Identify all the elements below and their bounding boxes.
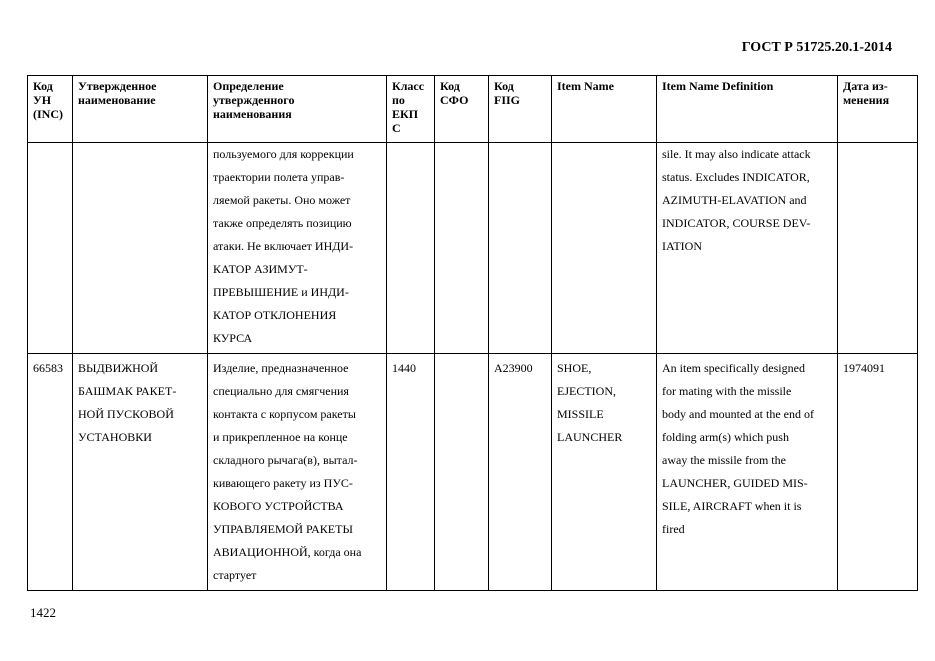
header-line: УН bbox=[33, 93, 52, 107]
cell-sfo-code bbox=[434, 353, 489, 591]
cell-item-name: SHOE, EJECTION, MISSILE LAUNCHER bbox=[551, 353, 657, 591]
cell-line: status. Excludes INDICATOR, bbox=[662, 170, 810, 184]
header-line: наименование bbox=[78, 93, 156, 107]
cell-line: LAUNCHER bbox=[557, 430, 623, 444]
cell-line: sile. It may also indicate attack bbox=[662, 147, 811, 161]
column-header-item-name: Item Name bbox=[551, 75, 657, 143]
header-line: Утвержденное bbox=[78, 79, 157, 93]
cell-line: Изделие, предназначенное bbox=[213, 361, 349, 375]
cell-line: EJECTION, bbox=[557, 384, 616, 398]
header-line: менения bbox=[843, 93, 890, 107]
cell-line: специально для смягчения bbox=[213, 384, 349, 398]
cell-line: кивающего ракету из ПУС- bbox=[213, 476, 353, 490]
cell-line: 66583 bbox=[33, 361, 63, 375]
header-line: Item Name bbox=[557, 79, 614, 93]
cell-inc-code: 66583 bbox=[27, 353, 73, 591]
cell-line: AZIMUTH-ELAVATION and bbox=[662, 193, 807, 207]
cell-line: fired bbox=[662, 522, 685, 536]
header-line: Код bbox=[440, 79, 460, 93]
cell-line: A23900 bbox=[494, 361, 533, 375]
cell-line: атаки. Не включает ИНДИ- bbox=[213, 239, 354, 253]
cell-line: LAUNCHER, GUIDED MIS- bbox=[662, 476, 808, 490]
cell-line: for mating with the missile bbox=[662, 384, 792, 398]
cell-line: body and mounted at the end of bbox=[662, 407, 814, 421]
cell-line: away the missile from the bbox=[662, 453, 786, 467]
header-line: ЕКП bbox=[392, 107, 419, 121]
header-line: Код bbox=[494, 79, 514, 93]
cell-line: УСТАНОВКИ bbox=[78, 430, 152, 444]
cell-line: и прикрепленное на конце bbox=[213, 430, 348, 444]
cell-line: 1974091 bbox=[843, 361, 885, 375]
header-line: утвержденного bbox=[213, 93, 295, 107]
catalog-table: Код УН (INC) Утвержденное наименование Опреде… bbox=[27, 75, 918, 591]
column-header-item-name-definition: Item Name Definition bbox=[656, 75, 838, 143]
cell-item-name-definition: sile. It may also indicate attack status.… bbox=[656, 142, 838, 354]
cell-fiig-code bbox=[488, 142, 552, 354]
column-header-class: Класс по ЕКП С bbox=[386, 75, 435, 143]
header-line: Дата из- bbox=[843, 79, 888, 93]
column-header-change-date: Дата из-менения bbox=[837, 75, 918, 143]
header-row: Код УН (INC) Утвержденное наименование Опреде… bbox=[27, 75, 918, 143]
column-header-fiig-code: Код FIIG bbox=[488, 75, 552, 143]
cell-line: также определять позицию bbox=[213, 216, 352, 230]
cell-line: НОЙ ПУСКОВОЙ bbox=[78, 407, 174, 421]
cell-definition: Изделие, предназначенное специально для с… bbox=[207, 353, 387, 591]
page-number: 1422 bbox=[30, 605, 56, 620]
cell-line: складного рычага(в), вытал- bbox=[213, 453, 358, 467]
document-id: ГОСТ Р 51725.20.1-2014 bbox=[741, 40, 892, 55]
cell-class: 1440 bbox=[386, 353, 435, 591]
column-header-sfo-code: Код СФО bbox=[434, 75, 489, 143]
cell-line: КУРСА bbox=[213, 331, 253, 345]
cell-fiig-code: A23900 bbox=[488, 353, 552, 591]
column-header-inc-code: Код УН (INC) bbox=[27, 75, 73, 143]
cell-line: контакта с корпусом ракеты bbox=[213, 407, 356, 421]
cell-sfo-code bbox=[434, 142, 489, 354]
header-line: Определение bbox=[213, 79, 284, 93]
cell-line: 1440 bbox=[392, 361, 416, 375]
cell-line: пользуемого для коррекции bbox=[213, 147, 354, 161]
cell-line: КАТОР ОТКЛОНЕНИЯ bbox=[213, 308, 337, 322]
table-row: 66583 ВЫДВИЖНОЙ БАШМАК РАКЕТ- НОЙ ПУСКОВОЙ У… bbox=[27, 353, 918, 591]
column-header-approved-name: Утвержденное наименование bbox=[72, 75, 208, 143]
cell-change-date: 1974091 bbox=[837, 353, 918, 591]
cell-line: MISSILE bbox=[557, 407, 604, 421]
header-line: Код bbox=[33, 79, 53, 93]
cell-approved-name bbox=[72, 142, 208, 354]
cell-line: IATION bbox=[662, 239, 702, 253]
header-line: (INC) bbox=[33, 107, 63, 121]
cell-line: стартует bbox=[213, 568, 257, 582]
cell-line: АВИАЦИОННОЙ, когда она bbox=[213, 545, 362, 559]
header-line: Item Name Definition bbox=[662, 79, 774, 93]
cell-line: ляемой ракеты. Оно может bbox=[213, 193, 351, 207]
cell-line: УПРАВЛЯЕМОЙ РАКЕТЫ bbox=[213, 522, 353, 536]
cell-line: SHOE, bbox=[557, 361, 592, 375]
cell-inc-code bbox=[27, 142, 73, 354]
cell-line: КАТОР АЗИМУТ- bbox=[213, 262, 308, 276]
cell-line: SILE, AIRCRAFT when it is bbox=[662, 499, 802, 513]
header-line: Класс bbox=[392, 79, 425, 93]
cell-line: траектории полета управ- bbox=[213, 170, 345, 184]
cell-change-date bbox=[837, 142, 918, 354]
cell-item-name-definition: An item specifically designed for mating … bbox=[656, 353, 838, 591]
cell-line: folding arm(s) which push bbox=[662, 430, 789, 444]
cell-approved-name: ВЫДВИЖНОЙ БАШМАК РАКЕТ- НОЙ ПУСКОВОЙ УСТАНО… bbox=[72, 353, 208, 591]
cell-line: КОВОГО УСТРОЙСТВА bbox=[213, 499, 344, 513]
header-line: С bbox=[392, 121, 401, 135]
cell-class bbox=[386, 142, 435, 354]
header-line: FIIG bbox=[494, 93, 521, 107]
table-row: пользуемого для коррекции траектории поле… bbox=[27, 142, 918, 354]
column-header-definition: Определение утвержденного наименования bbox=[207, 75, 387, 143]
cell-item-name bbox=[551, 142, 657, 354]
cell-line: An item specifically designed bbox=[662, 361, 805, 375]
cell-definition: пользуемого для коррекции траектории поле… bbox=[207, 142, 387, 354]
header-line: СФО bbox=[440, 93, 469, 107]
cell-line: ПРЕВЫШЕНИЕ и ИНДИ- bbox=[213, 285, 349, 299]
cell-line: БАШМАК РАКЕТ- bbox=[78, 384, 177, 398]
cell-line: ВЫДВИЖНОЙ bbox=[78, 361, 159, 375]
header-line: по bbox=[392, 93, 405, 107]
cell-line: INDICATOR, COURSE DEV- bbox=[662, 216, 811, 230]
header-line: наименования bbox=[213, 107, 292, 121]
